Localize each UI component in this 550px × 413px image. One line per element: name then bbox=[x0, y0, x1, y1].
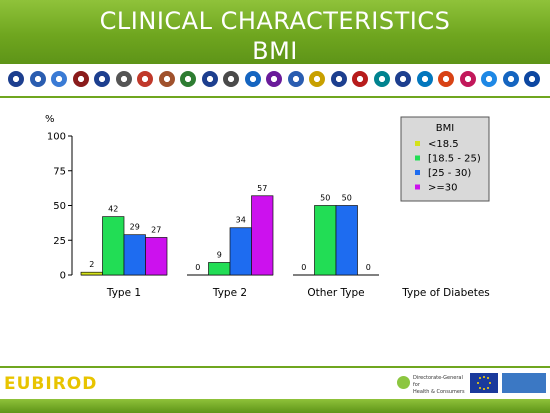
y-tick-label-2: 50 bbox=[53, 201, 66, 212]
legend-entry-1: [18.5 - 25) bbox=[428, 154, 481, 165]
legend-entry-2: [25 - 30) bbox=[428, 168, 471, 179]
eu-flag-icon bbox=[470, 373, 498, 393]
partner-logo-6-icon bbox=[115, 71, 132, 87]
data-label-2-0: 0 bbox=[301, 263, 306, 272]
legend-entry-0: <18.5 bbox=[428, 139, 459, 150]
legend-entry-3: >=30 bbox=[428, 183, 457, 194]
executive-agency-logo bbox=[502, 373, 546, 393]
data-label-0-1: 42 bbox=[108, 205, 118, 214]
partner-logos-strip bbox=[0, 64, 550, 98]
partner-logo-12-icon bbox=[244, 71, 261, 87]
partner-logo-20-icon bbox=[416, 71, 433, 87]
y-axis-label: % bbox=[45, 114, 55, 125]
chart-legend: BMI <18.5 [18.5 - 25) [25 - 30) >=30 bbox=[400, 116, 490, 202]
category-label-0: Type 1 bbox=[106, 287, 141, 299]
data-label-1-1: 9 bbox=[217, 250, 222, 259]
data-label-1-3: 57 bbox=[257, 184, 267, 193]
green-apple-icon bbox=[397, 376, 410, 389]
y-tick-label-3: 75 bbox=[53, 166, 66, 177]
legend-swatch-3 bbox=[415, 184, 420, 190]
partner-logo-25-icon bbox=[524, 71, 540, 87]
partner-logo-5-icon bbox=[94, 71, 110, 87]
partner-logo-15-icon bbox=[309, 71, 325, 87]
chart-bars bbox=[80, 195, 358, 276]
chart-data-labels: 2 42 29 27 0 9 34 57 0 50 50 0 bbox=[89, 184, 371, 272]
bar-0-3 bbox=[145, 237, 168, 276]
y-tick-label-1: 25 bbox=[53, 236, 66, 247]
bar-1-3 bbox=[251, 195, 274, 276]
legend-title: BMI bbox=[436, 123, 454, 134]
bar-0-2 bbox=[123, 234, 146, 276]
partner-logo-13-icon bbox=[266, 71, 282, 87]
bmi-bar-chart: % 0 25 50 75 100 Type 1 Type 2 Other Type Type of… bbox=[45, 114, 490, 299]
dg-text-line2: Health & Consumers bbox=[413, 389, 465, 395]
partner-logo-7-icon bbox=[137, 71, 153, 87]
partner-logo-23-icon bbox=[481, 71, 497, 87]
dg-health-consumers-logo: Directorate-General for Health & Consume… bbox=[397, 374, 465, 395]
bar-1-2 bbox=[229, 227, 252, 276]
partner-logo-11-icon bbox=[223, 71, 239, 87]
partner-logo-1-icon bbox=[8, 71, 24, 87]
title-banner: CLINICAL CHARACTERISTICS BMI bbox=[0, 0, 550, 64]
partner-logo-9-icon bbox=[180, 71, 196, 87]
category-label-2: Other Type bbox=[307, 287, 364, 299]
y-tick-label-4: 100 bbox=[47, 132, 66, 143]
data-label-2-2: 50 bbox=[342, 194, 352, 203]
partner-logo-2-icon bbox=[29, 71, 46, 87]
x-axis-label: Type of Diabetes bbox=[401, 287, 490, 299]
y-tick-label-0: 0 bbox=[60, 271, 66, 282]
bar-1-1 bbox=[208, 262, 231, 276]
partner-logo-19-icon bbox=[395, 71, 411, 87]
partner-logo-3-icon bbox=[51, 71, 67, 87]
eu-stars-icon bbox=[477, 376, 491, 390]
footer-band: EUBIROD Directorate-General for Health &… bbox=[0, 366, 550, 401]
data-label-0-3: 27 bbox=[151, 225, 161, 234]
data-label-1-0: 0 bbox=[195, 263, 200, 272]
data-label-0-2: 29 bbox=[130, 223, 140, 232]
data-label-1-2: 34 bbox=[236, 216, 246, 225]
partner-logo-17-icon bbox=[352, 71, 368, 87]
data-label-0-0: 2 bbox=[89, 260, 94, 269]
partner-logo-21-icon bbox=[438, 71, 454, 87]
legend-swatch-0 bbox=[415, 141, 420, 146]
partner-logo-18-icon bbox=[373, 71, 390, 87]
bar-0-0 bbox=[80, 271, 103, 276]
data-label-2-3: 0 bbox=[366, 263, 371, 272]
partner-logo-8-icon bbox=[158, 71, 175, 87]
partner-logo-10-icon bbox=[201, 71, 218, 87]
bar-2-2 bbox=[335, 205, 358, 276]
bar-2-1 bbox=[314, 205, 337, 276]
slide-title: CLINICAL CHARACTERISTICS bbox=[99, 7, 451, 35]
legend-swatch-1 bbox=[415, 155, 420, 161]
partner-logo-24-icon bbox=[502, 71, 519, 87]
footer: EUBIROD Directorate-General for Health &… bbox=[0, 366, 550, 413]
bar-0-1 bbox=[102, 216, 125, 276]
category-label-1: Type 2 bbox=[212, 287, 247, 299]
eubirod-logo: EUBIROD bbox=[4, 374, 98, 394]
dg-text-line1: Directorate-General for bbox=[413, 375, 463, 388]
data-label-2-1: 50 bbox=[320, 194, 330, 203]
partner-logo-16-icon bbox=[330, 71, 347, 87]
legend-swatch-2 bbox=[415, 170, 420, 175]
partner-logo-22-icon bbox=[459, 71, 476, 87]
partner-logo-14-icon bbox=[287, 71, 304, 87]
slide-subtitle: BMI bbox=[252, 37, 298, 65]
partner-logo-4-icon bbox=[72, 71, 89, 87]
footer-bottom-band bbox=[0, 399, 550, 413]
